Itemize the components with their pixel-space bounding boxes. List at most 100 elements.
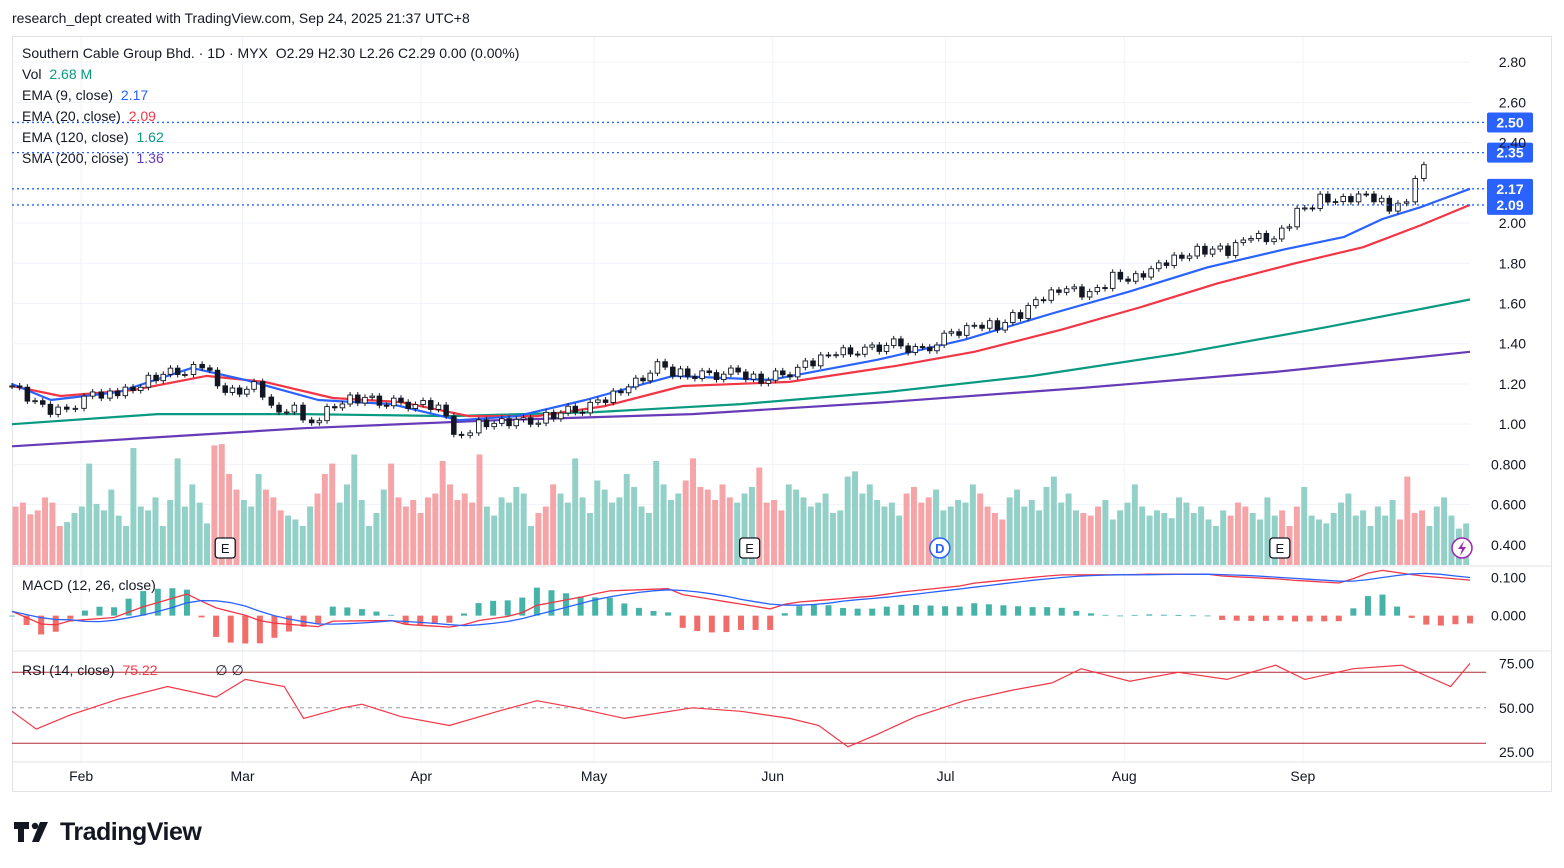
candle-body-9 xyxy=(81,395,87,409)
macd-hist-41 xyxy=(606,597,613,616)
macd-hist-31 xyxy=(460,613,467,616)
macd-hist-6 xyxy=(96,606,103,616)
macd-hist-63 xyxy=(927,605,934,616)
volume-bar-71 xyxy=(535,513,542,565)
volume-bar-86 xyxy=(645,513,652,565)
sma200-value: 1.36 xyxy=(136,150,164,166)
ema120-line xyxy=(11,298,1471,426)
volume-bar-69 xyxy=(520,493,527,565)
volume-bar-18 xyxy=(145,510,152,565)
volume-bar-12 xyxy=(100,510,107,565)
volume-bar-188 xyxy=(1396,519,1403,565)
candle-body-42 xyxy=(339,403,346,409)
candles xyxy=(9,161,1427,439)
candle-body-88 xyxy=(684,368,691,378)
candle-body-74 xyxy=(579,411,586,414)
candle-body-46 xyxy=(369,395,375,398)
marker-label-2: D xyxy=(935,541,944,556)
volume-bar-120 xyxy=(896,515,903,565)
volume-bar-182 xyxy=(1352,515,1359,565)
volume-bar-114 xyxy=(852,471,859,565)
brand-name: TradingView xyxy=(60,817,202,846)
sma200-line xyxy=(11,350,1471,448)
macd-hist-29 xyxy=(431,615,438,624)
price-label-bg-1 xyxy=(1487,142,1533,163)
volume-bar-179 xyxy=(1330,513,1337,565)
volume-bar-184 xyxy=(1367,526,1374,565)
candle-body-40 xyxy=(324,406,330,422)
macd-hist-92 xyxy=(1350,608,1357,616)
candle-body-138 xyxy=(1056,289,1062,293)
candle-body-53 xyxy=(420,400,426,405)
candle-body-172 xyxy=(1317,193,1323,209)
candle-body-165 xyxy=(1263,232,1270,243)
candle-body-60 xyxy=(476,419,482,434)
volume-bar-125 xyxy=(933,489,940,565)
legend-sma200: SMA (200, close) 1.36 xyxy=(22,150,168,166)
volume-bar-56 xyxy=(424,497,431,565)
volume-bar-1 xyxy=(19,502,26,565)
volume-bar-158 xyxy=(1176,497,1183,565)
price-label-bg-0 xyxy=(1487,112,1533,133)
volume-bar-62 xyxy=(469,502,476,565)
volume-bar-10 xyxy=(86,463,93,565)
candle-body-68 xyxy=(535,422,542,425)
candle-body-39 xyxy=(316,420,323,424)
candle-body-118 xyxy=(905,345,911,353)
legend-volume: Vol 2.68 M xyxy=(22,66,96,82)
volume-bar-7 xyxy=(64,522,71,565)
volume-bar-110 xyxy=(822,493,829,565)
volume-bar-17 xyxy=(137,506,144,565)
tradingview-logo[interactable]: TradingView xyxy=(14,816,202,848)
macd-hist-75 xyxy=(1102,614,1109,616)
candle-body-11 xyxy=(98,391,105,399)
volume-bar-122 xyxy=(910,487,917,565)
candle-body-153 xyxy=(1171,254,1177,266)
earnings-marker-0 xyxy=(214,537,236,559)
macd-hist-26 xyxy=(388,614,395,616)
ema20-label: EMA (20, close) xyxy=(22,108,121,124)
candle-body-10 xyxy=(89,391,96,397)
macd-hist-8 xyxy=(125,598,132,616)
volume-bar-91 xyxy=(682,480,689,565)
volume-bar-85 xyxy=(638,506,645,565)
volume-bar-20 xyxy=(159,526,166,565)
candle-body-170 xyxy=(1302,207,1308,210)
candle-body-73 xyxy=(572,405,579,413)
candle-body-171 xyxy=(1309,207,1316,210)
candle-body-159 xyxy=(1217,245,1224,250)
volume-bar-63 xyxy=(476,454,483,565)
vol-label: Vol xyxy=(22,66,42,82)
macd-hist-32 xyxy=(475,603,482,616)
volume-bar-132 xyxy=(984,506,991,565)
volume-bar-145 xyxy=(1080,513,1087,565)
price-tick-8: 1.00 xyxy=(1499,416,1526,432)
candle-body-119 xyxy=(912,346,919,353)
ema120-path xyxy=(11,298,1471,426)
volume-bar-137 xyxy=(1021,506,1028,565)
volume-bar-103 xyxy=(771,500,778,565)
time-axis: Feb Mar Apr May Jun Jul Aug Sep xyxy=(12,761,1552,784)
candle-body-114 xyxy=(876,344,883,352)
candle-body-72 xyxy=(565,405,571,414)
candle-body-6 xyxy=(55,406,61,415)
macd-hist-28 xyxy=(417,615,424,625)
volume-bar-19 xyxy=(152,497,159,565)
macd-hist-58 xyxy=(854,608,861,616)
macd-hist-83 xyxy=(1219,615,1226,620)
candle-body-23 xyxy=(190,363,197,375)
volume-bar-148 xyxy=(1102,500,1109,565)
legend-macd: MACD (12, 26, close) xyxy=(22,577,160,593)
macd-hist-96 xyxy=(1408,615,1415,618)
candle-body-101 xyxy=(780,370,786,376)
candle-body-105 xyxy=(810,360,816,367)
macd-hist-42 xyxy=(621,603,628,616)
candle-body-91 xyxy=(706,370,713,374)
candle-body-48 xyxy=(383,404,390,407)
macd-hist-50 xyxy=(738,615,744,630)
candle-body-182 xyxy=(1395,202,1401,212)
candle-body-87 xyxy=(677,368,684,377)
volume-bar-36 xyxy=(277,510,284,565)
volume-bar-26 xyxy=(204,523,211,565)
